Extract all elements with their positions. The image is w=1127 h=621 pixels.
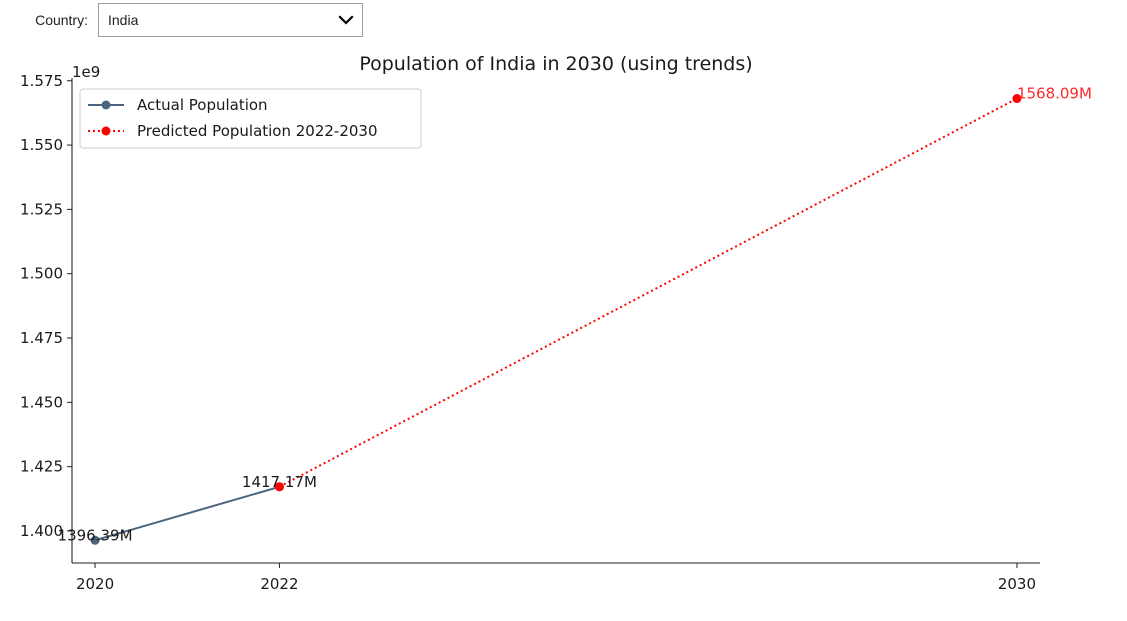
chart-title: Population of India in 2030 (using trend…: [359, 53, 752, 75]
legend: Actual Population Predicted Population 20…: [79, 88, 422, 149]
country-select-value: India: [108, 12, 139, 28]
y-tick-label: 1.475: [20, 329, 63, 347]
y-tick-label: 1.425: [20, 458, 63, 476]
y-tick-label: 1.550: [20, 136, 63, 154]
y-ticks: 1.400 1.425 1.450 1.475 1.500 1.525 1.550 1.575: [20, 72, 72, 540]
legend-marker-1: [101, 126, 111, 136]
x-tick-label: 2020: [76, 575, 114, 593]
chevron-down-icon: [338, 15, 354, 25]
data-label: 1568.09M: [1017, 85, 1092, 103]
data-point: [1012, 94, 1022, 104]
legend-label-0: Actual Population: [137, 96, 268, 114]
x-tick-label: 2022: [260, 575, 298, 593]
data-point: [90, 535, 100, 545]
data-label: 1417.17M: [242, 473, 317, 491]
legend-box: [79, 88, 422, 149]
y-tick-label: 1.525: [20, 200, 63, 218]
y-tick-label: 1.575: [20, 72, 63, 90]
y-tick-label: 1.500: [20, 265, 63, 283]
data-label: 1396.39M: [58, 526, 133, 544]
series-line-1: [278, 97, 1018, 488]
legend-marker-0: [101, 100, 111, 110]
series-line-0: [94, 485, 280, 542]
axes: [71, 78, 1040, 564]
x-tick-label: 2030: [998, 575, 1036, 593]
y-tick-label: 1.450: [20, 393, 63, 411]
country-select[interactable]: India: [98, 3, 363, 37]
data-point: [274, 482, 284, 492]
legend-label-1: Predicted Population 2022-2030: [137, 122, 378, 140]
country-label: Country:: [35, 12, 88, 28]
x-ticks: 2020 2022 2030: [76, 563, 1036, 593]
country-widget: Country: India: [0, 2, 363, 38]
y-offset-label: 1e9: [72, 63, 100, 81]
y-tick-label: 1.400: [20, 522, 63, 540]
series-layer: 1396.39M 1417.17M 1568.09M: [58, 85, 1092, 545]
